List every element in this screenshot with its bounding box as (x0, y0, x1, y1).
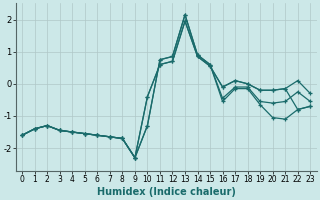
X-axis label: Humidex (Indice chaleur): Humidex (Indice chaleur) (97, 187, 236, 197)
